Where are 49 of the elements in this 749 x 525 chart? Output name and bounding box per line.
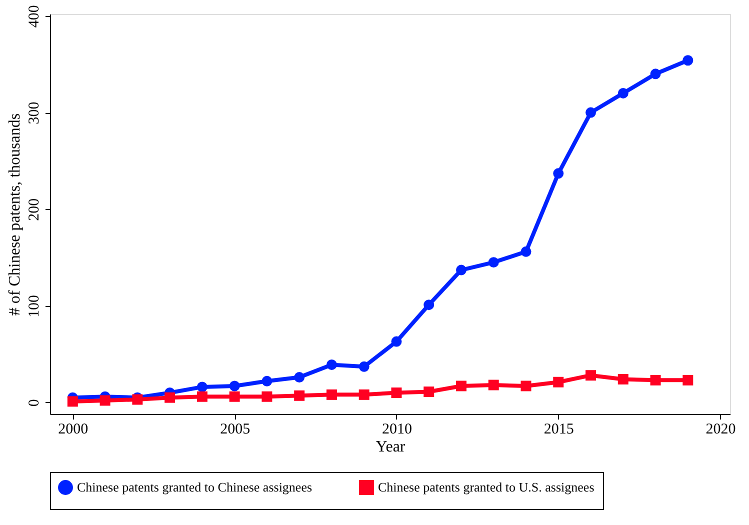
point xyxy=(262,391,272,402)
point xyxy=(520,380,532,392)
point xyxy=(391,388,402,398)
y-tick-label: 200 xyxy=(26,198,42,221)
point xyxy=(488,380,499,390)
y-axis-title: # of Chinese patents, thousands xyxy=(6,113,24,316)
point xyxy=(262,376,272,386)
x-tick-label: 2000 xyxy=(58,422,88,438)
point xyxy=(196,391,208,402)
point xyxy=(100,395,110,406)
x-tick-label: 2005 xyxy=(220,422,250,438)
y-tick-label: 400 xyxy=(26,5,42,28)
point xyxy=(164,392,176,403)
point xyxy=(618,88,628,98)
y-tick-label: 0 xyxy=(26,399,42,407)
point xyxy=(586,370,596,381)
x-tick-label: 2010 xyxy=(382,422,412,438)
point xyxy=(196,382,208,392)
point xyxy=(326,389,337,400)
point xyxy=(456,264,466,276)
point xyxy=(520,246,532,257)
legend-label: Chinese patents granted to U.S. assignees xyxy=(378,480,594,495)
point xyxy=(424,386,434,398)
point xyxy=(326,359,337,370)
point xyxy=(586,107,596,118)
point xyxy=(488,257,499,268)
x-tick-label: 2015 xyxy=(544,422,574,438)
point xyxy=(229,380,240,392)
point xyxy=(650,374,661,386)
y-tick-label: 300 xyxy=(26,102,42,124)
point xyxy=(358,361,370,372)
point xyxy=(456,380,466,392)
point xyxy=(682,55,694,66)
point xyxy=(229,391,240,402)
point xyxy=(294,372,305,383)
point xyxy=(358,389,370,400)
point xyxy=(618,374,628,384)
x-axis-title: Year xyxy=(376,438,406,456)
legend-label: Chinese patents granted to Chinese assignees xyxy=(77,480,312,495)
y-tick-label: 100 xyxy=(26,295,42,318)
point xyxy=(682,374,694,386)
point xyxy=(391,336,402,347)
x-tick-label: 2020 xyxy=(706,422,736,438)
point xyxy=(294,390,305,401)
point xyxy=(67,396,78,407)
point xyxy=(650,68,661,80)
point xyxy=(424,300,434,310)
point xyxy=(553,168,564,179)
point xyxy=(553,376,564,388)
